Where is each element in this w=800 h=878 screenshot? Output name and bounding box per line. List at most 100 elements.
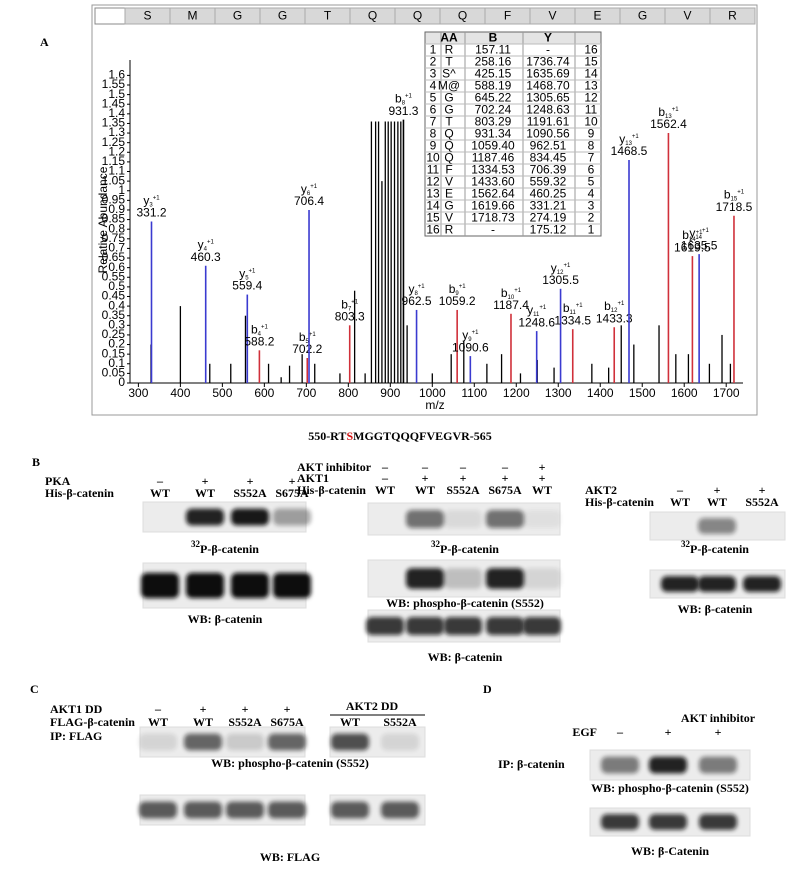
x-tick-label: 300	[128, 386, 148, 400]
ion-label: y11+1	[527, 303, 547, 317]
ion-label: b9+1	[449, 282, 467, 296]
ion-index: 13	[665, 114, 672, 120]
blot-caption: WB: β-catenin	[678, 602, 753, 616]
y-tick-label: 1.3	[108, 125, 125, 139]
y-tick-label: 1.2	[108, 144, 125, 158]
blot-caption: 32P-β-catenin	[191, 539, 259, 556]
y-tick-label: 0.75	[102, 231, 126, 245]
table-cell: 931.34	[475, 127, 512, 141]
table-cell: 1619.66	[471, 199, 515, 213]
ion-mz: 803.3	[335, 309, 365, 323]
blot-band	[698, 518, 736, 534]
ion-type: y	[527, 303, 533, 317]
table-cell: 12	[584, 91, 598, 105]
table-header: Y	[544, 31, 552, 45]
table-cell: 1191.61	[527, 115, 570, 129]
x-tick-label: 1400	[587, 386, 614, 400]
blot-band	[698, 576, 736, 592]
table-cell: 3	[588, 199, 595, 213]
ion-label: y3+1	[143, 194, 160, 208]
table-cell: 645.22	[475, 91, 512, 105]
ion-type: y	[301, 182, 307, 196]
ion-label: y5+1	[239, 267, 256, 281]
table-cell: 274.19	[530, 211, 567, 225]
table-cell: 425.15	[475, 67, 512, 81]
ion-index: 15	[731, 196, 738, 202]
sequence-residue: R	[728, 9, 737, 23]
ion-index: 12	[557, 269, 564, 275]
y-tick-label: 1.1	[108, 164, 125, 178]
peptide-suffix: MGGTQQQFVEGVR-565	[353, 429, 492, 443]
table-cell: 1187.46	[472, 151, 515, 165]
row-label: His-β-catenin	[297, 483, 366, 497]
ion-mz: 1090.6	[452, 340, 489, 354]
peptide-site: S	[346, 429, 353, 443]
lane-label: –	[616, 725, 624, 739]
table-cell: 1	[430, 43, 437, 57]
y-tick-label: 1.15	[102, 154, 126, 168]
table-cell: 803.29	[475, 115, 512, 129]
ion-label: b14+1	[682, 228, 703, 242]
lane-label: –	[459, 460, 467, 474]
sequence-residue: S	[143, 9, 151, 23]
y-tick-label: 0.25	[102, 327, 126, 341]
lane-label: S552A	[446, 483, 480, 497]
ion-charge: +1	[514, 287, 522, 293]
blot-caption: WB: FLAG	[260, 850, 320, 864]
y-tick-label: 0.85	[102, 212, 126, 226]
sequence-residue: F	[504, 9, 511, 23]
blot-band	[699, 814, 737, 830]
blot-band	[184, 801, 222, 819]
table-cell: S^	[442, 67, 456, 81]
y-tick-label: 0	[118, 375, 125, 389]
x-axis-label: m/z	[425, 398, 444, 412]
table-cell: 15	[426, 211, 440, 225]
ion-charge: +1	[153, 195, 161, 201]
lane-label: +	[242, 702, 249, 716]
ion-index: 8	[402, 100, 406, 106]
lane-label: WT	[415, 483, 435, 497]
table-cell: 1059.40	[471, 139, 515, 153]
table-cell: 1305.65	[526, 91, 570, 105]
blot-band	[268, 733, 306, 751]
lane-label: S552A	[745, 495, 779, 509]
table-cell: 15	[584, 55, 598, 69]
table-cell: 1334.53	[471, 163, 515, 177]
ion-label: y14+1	[689, 226, 709, 240]
ion-label: y4+1	[198, 238, 215, 252]
panel-label: A	[40, 35, 49, 49]
ion-charge: +1	[459, 284, 467, 290]
caption-text: WB: β-catenin	[678, 602, 753, 616]
ion-type: y	[551, 261, 557, 275]
blot-caption: WB: β-Catenin	[631, 844, 709, 858]
lane-label: S675A	[275, 486, 309, 500]
blot-caption: 32P-β-catenin	[431, 539, 499, 556]
ion-index: 7	[348, 306, 352, 312]
table-cell: 13	[584, 79, 598, 93]
table-cell: 1736.74	[526, 55, 570, 69]
table-cell: 12	[426, 175, 440, 189]
ion-charge: +1	[207, 239, 215, 245]
lane-label: S552A	[228, 715, 262, 729]
lane-label: –	[381, 471, 389, 485]
blot-band	[444, 510, 482, 528]
lane-label: WT	[375, 483, 395, 497]
ion-label: b10+1	[501, 286, 522, 300]
y-tick-label: 0.2	[108, 337, 125, 351]
table-cell: T	[445, 55, 453, 69]
caption-text: WB: FLAG	[260, 850, 320, 864]
table-cell: G	[444, 91, 453, 105]
y-tick-label: 0.05	[102, 366, 126, 380]
blot-band	[699, 756, 737, 774]
lane-label: +	[715, 725, 722, 739]
table-cell: V	[445, 175, 453, 189]
ion-type: b	[449, 282, 456, 296]
ion-charge: +1	[617, 301, 625, 307]
ion-label: y9+1	[462, 328, 479, 342]
y-tick-label: 0.95	[102, 193, 126, 207]
sequence-residue: T	[324, 9, 332, 23]
table-cell: 10	[426, 151, 440, 165]
ion-type: b	[341, 297, 348, 311]
ion-type: b	[724, 188, 731, 202]
ion-index: 14	[695, 235, 702, 241]
